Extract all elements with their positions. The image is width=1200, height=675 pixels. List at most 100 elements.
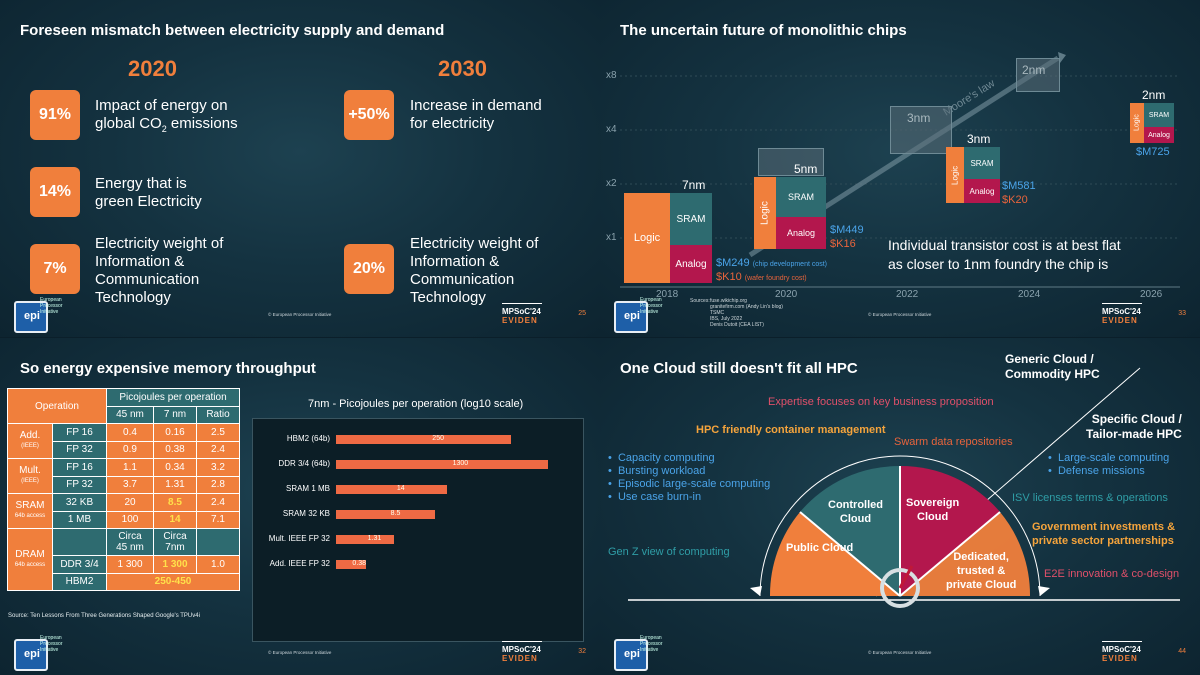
sponsor-name: EVIDEN — [1102, 316, 1138, 325]
mountain-icon — [502, 303, 542, 309]
logo-text: epi — [624, 648, 640, 660]
stat-text: Electricity weight of Information & Comm… — [410, 235, 538, 307]
slide-memory-throughput: So energy expensive memory throughput Op… — [0, 338, 600, 675]
x-tick: 2022 — [896, 289, 919, 300]
label-line: Controlled — [828, 499, 883, 511]
cost-5nm-m: $M449 — [830, 224, 864, 236]
node-label-3nm: 3nm — [967, 132, 991, 146]
table-cell: 7.1 — [196, 510, 240, 529]
table-row: HBM2 250-450 — [8, 572, 240, 591]
logic-block: Logic — [1130, 103, 1144, 143]
segment-label-public: Public Cloud — [786, 542, 854, 554]
stat-badge: 20% — [344, 244, 394, 294]
list-item: • Large-scale computing — [1048, 452, 1170, 464]
table-cell: Circa 7nm — [153, 528, 197, 556]
label-line: Cloud — [839, 513, 872, 525]
label-line: private sector partnerships — [1032, 535, 1174, 547]
bar — [336, 460, 548, 469]
cost-7nm-m: $M249 (chip development cost) — [716, 257, 827, 269]
gov-label: Government investments & private sector p… — [1032, 520, 1175, 548]
table-cell: 1 300 — [106, 555, 154, 574]
logic-block: Logic — [946, 147, 964, 203]
mpsoc-logo: MPSoC'24 EVIDEN — [502, 303, 562, 327]
list-item-text: Episodic large-scale computing — [617, 478, 771, 490]
label-line: Commodity HPC — [1005, 367, 1100, 381]
e2e-label: E2E innovation & co-design — [1044, 568, 1180, 580]
table-cell: 1.31 — [153, 475, 197, 494]
page-number: 25 — [578, 310, 586, 317]
stat-line-part: emissions — [166, 115, 238, 132]
label-line: private Cloud — [946, 579, 1017, 591]
table-row: 1 MB 100 14 7.1 — [8, 510, 240, 529]
source-item: IBS, July 2022 — [710, 316, 743, 322]
copyright: © European Processor Initiative — [268, 650, 332, 655]
table-cell: 7 nm — [153, 405, 197, 424]
stat-text: Increase in demand for electricity — [410, 97, 542, 133]
mpsoc-logo: MPSoC'24 EVIDEN — [502, 641, 562, 665]
list-item-text: Defense missions — [1057, 465, 1145, 477]
table-cell: 2.5 — [196, 423, 240, 442]
sponsor-name: EVIDEN — [502, 654, 538, 663]
cost-note: (chip development cost) — [752, 261, 828, 268]
stat-sub: 2 — [161, 124, 167, 134]
list-item-text: Capacity computing — [617, 452, 715, 464]
table-cell: 3.7 — [106, 475, 154, 494]
table-cell: 14 — [153, 510, 197, 529]
epi-logo: epi European Processor Initiative — [14, 297, 84, 333]
mountain-icon — [1102, 303, 1142, 309]
x-tick: 2026 — [1140, 289, 1163, 300]
table-row: FP 32 0.9 0.38 2.4 — [8, 440, 240, 459]
genz-label: Gen Z view of computing — [608, 546, 730, 558]
cell-line: Circa — [118, 531, 142, 542]
list-item: • Episodic large-scale computing — [608, 478, 771, 490]
stat-line: Impact of energy on — [95, 97, 228, 114]
event-name: MPSoC'24 — [1102, 645, 1141, 654]
slide-monolithic-chips: The uncertain future of monolithic chips… — [600, 0, 1200, 337]
sponsor-name: EVIDEN — [502, 316, 538, 325]
table-cell: SRAM 64b access — [7, 493, 53, 529]
table-cell: DDR 3/4 — [52, 555, 107, 574]
list-item: • Bursting workload — [608, 465, 706, 477]
bar — [336, 510, 436, 519]
event-name: MPSoC'24 — [502, 307, 541, 316]
table-cell — [52, 528, 107, 556]
chip-3nm: Logic SRAM Analog — [946, 147, 1000, 203]
bar-chart-panel — [252, 418, 584, 642]
bar — [336, 535, 394, 544]
label-line: Government investments & — [1032, 521, 1176, 533]
stat-line: Technology — [410, 289, 486, 306]
table-row: DDR 3/4 1 300 1 300 1.0 — [8, 555, 240, 574]
transistor-note: Individual transistor cost is at best fl… — [888, 236, 1121, 274]
bar-category-label: SRAM 32 KB — [282, 509, 330, 518]
table-cell: 8.5 — [153, 493, 197, 512]
logo-caption: European Processor Initiative — [40, 635, 63, 653]
chip-7nm: Logic SRAM Analog — [624, 193, 712, 283]
stat-line: Electricity weight of — [95, 235, 224, 252]
ghost-label: 2nm — [1022, 63, 1046, 77]
copyright: © European Processor Initiative — [268, 312, 332, 317]
cell-line: (IEEE) — [21, 443, 39, 449]
bar — [336, 435, 512, 444]
list-item: • Defense missions — [1048, 465, 1145, 477]
table-cell: Picojoules per operation — [106, 388, 240, 407]
analog-block: Analog — [670, 245, 712, 283]
bar — [336, 560, 366, 569]
cost-2nm-m: $M725 — [1136, 146, 1170, 158]
bar-value-label: 8.5 — [390, 510, 401, 517]
page-number: 44 — [1178, 648, 1186, 655]
cost-3nm-k: $K20 — [1002, 194, 1028, 206]
logo-caption: European Processor Initiative — [640, 297, 663, 315]
bar-category-label: DDR 3/4 (64b) — [278, 459, 330, 468]
logo-box: epi — [614, 301, 648, 333]
table-cell: 0.9 — [106, 440, 154, 459]
table-cell: 1 300 — [153, 555, 197, 574]
expertise-label: Expertise focuses on key business propos… — [768, 396, 994, 408]
stat-text: Impact of energy on global CO2 emissions — [95, 97, 238, 138]
table-cell: 45 nm — [106, 405, 154, 424]
analog-block: Analog — [776, 217, 826, 249]
bar-category-label: SRAM 1 MB — [285, 484, 330, 493]
generic-cloud-label: Generic Cloud / Commodity HPC — [1005, 352, 1100, 382]
stat-line: Increase in demand — [410, 97, 542, 114]
epi-logo: epi European Processor Initiative — [614, 297, 684, 333]
cell-line: 64b access — [14, 561, 46, 568]
